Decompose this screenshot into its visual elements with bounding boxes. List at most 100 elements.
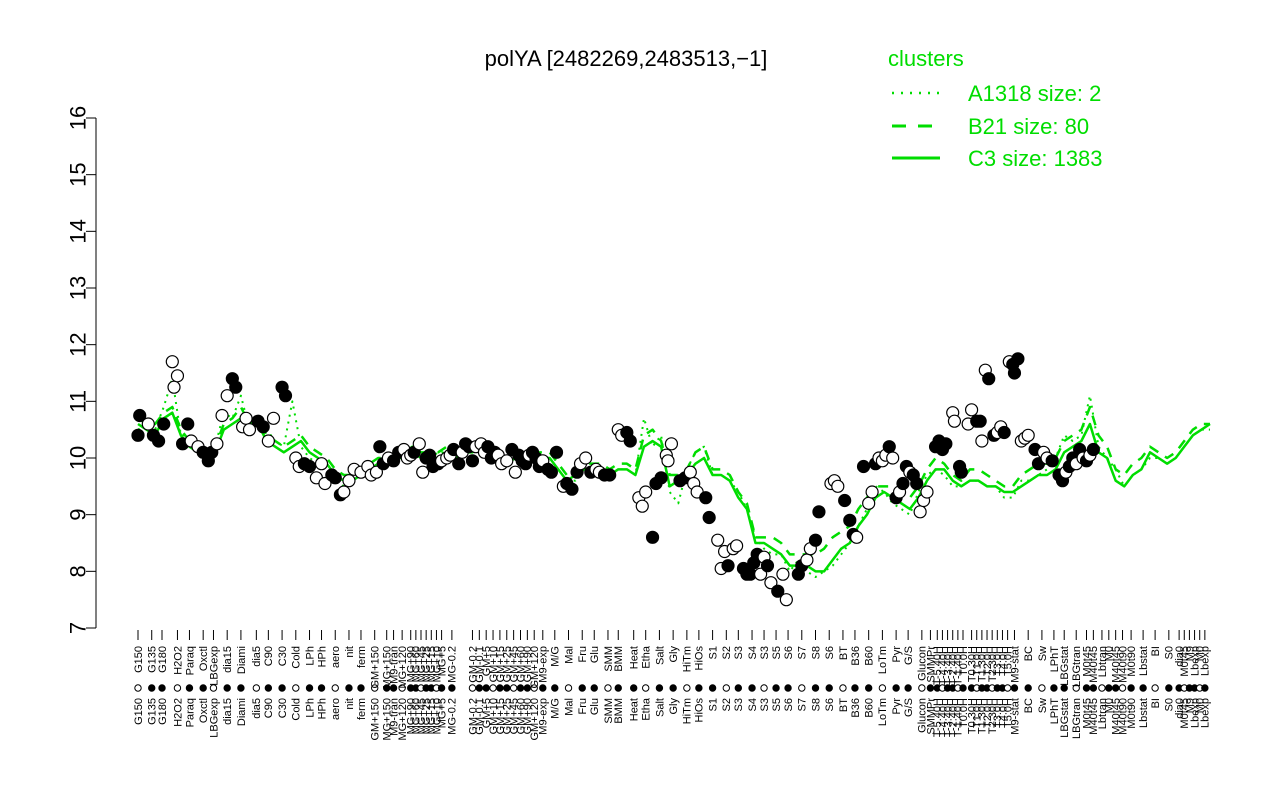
x-tick-label: M0 <box>1104 646 1116 661</box>
x-tick-label-lower: M0 <box>1104 698 1116 713</box>
x-tick-label: Glu <box>589 646 601 663</box>
x-tick-label-lower: MG+25 <box>421 698 433 734</box>
x-marker-dot <box>614 684 622 692</box>
data-point <box>220 389 234 403</box>
x-tick-label-lower: S8 <box>810 698 822 711</box>
x-tick-label-lower: dia15 <box>222 698 234 725</box>
x-marker-dot <box>1060 684 1068 692</box>
x-marker-dot <box>185 684 194 692</box>
x-tick-label: GM-0.2 <box>467 646 479 683</box>
x-tick-label-lower: MG+60 <box>411 698 423 734</box>
x-tick-label: S6 <box>783 646 795 659</box>
x-marker-dot <box>772 684 780 692</box>
x-tick-label-lower: LBGstat <box>1059 698 1071 738</box>
x-tick-label: M9-exp <box>538 646 550 683</box>
x-tick-label: S0 <box>1164 646 1176 659</box>
x-tick-label: Paraq <box>184 646 196 675</box>
x-tick-label-lower: LPh <box>304 698 316 718</box>
x-tick-label-lower: M/G <box>550 698 562 719</box>
x-marker-dot <box>370 684 379 692</box>
x-tick-label: HiTm <box>682 646 694 672</box>
x-marker-dot <box>237 684 245 692</box>
x-tick-label-lower: BI <box>1150 698 1162 708</box>
x-tick-label-lower: MG+5 <box>436 698 448 728</box>
x-tick-label: Pyr <box>891 646 903 663</box>
data-point <box>997 425 1011 440</box>
x-tick-label: M0t45 <box>1081 646 1093 677</box>
x-marker-dot <box>578 684 586 692</box>
x-marker-dot <box>683 684 691 692</box>
x-tick-label: GM+120 <box>529 646 541 689</box>
data-point <box>242 423 257 437</box>
data-point <box>639 485 653 499</box>
x-marker-dot <box>641 684 650 692</box>
data-point <box>808 533 823 547</box>
x-tick-label: dia5 <box>251 646 263 667</box>
x-tick-label: M40t90 <box>1117 646 1129 683</box>
x-tick-label: T1.30H <box>977 646 989 682</box>
data-point <box>954 465 968 479</box>
x-tick-label-lower: M0t90 <box>1126 698 1138 729</box>
data-point <box>603 468 617 482</box>
data-point <box>508 465 522 479</box>
x-tick-label-lower: T1.30H <box>977 698 989 734</box>
x-tick-label: MG+15 <box>426 646 438 682</box>
x-tick-label-lower: Salt <box>654 698 666 717</box>
data-point <box>843 513 857 527</box>
x-tick-label-lower: G180 <box>157 698 169 725</box>
y-tick-label: 13 <box>66 276 91 300</box>
x-tick-label: Gly <box>668 646 680 663</box>
data-point <box>721 559 735 573</box>
x-marker-dot <box>468 684 477 692</box>
data-point <box>133 408 147 423</box>
x-tick-label-lower: M0t45 <box>1179 698 1191 729</box>
x-marker-dot <box>669 684 677 692</box>
series-line-solid <box>137 411 1211 573</box>
x-marker-dot <box>604 684 612 692</box>
x-tick-label-lower: B36 <box>850 698 862 718</box>
x-tick-label-lower: T-1.40H <box>953 698 965 737</box>
x-tick-label: C30 <box>277 646 289 666</box>
x-tick-label: Mal <box>563 646 575 664</box>
y-tick-label: 7 <box>66 622 91 634</box>
x-tick-label: GM+10 <box>488 646 500 682</box>
data-point <box>730 539 744 553</box>
data-point <box>342 474 356 488</box>
x-tick-label-lower: nit <box>344 698 356 710</box>
y-tick-label: 15 <box>66 162 91 186</box>
x-tick-label: dia0 <box>1174 646 1186 667</box>
x-tick-label: GM+60 <box>515 646 527 682</box>
x-marker-dot <box>437 684 446 692</box>
x-tick-label-lower: GM+90 <box>522 698 534 734</box>
x-marker-dot <box>1072 684 1080 692</box>
x-tick-label-lower: S2 <box>721 698 733 711</box>
x-tick-label-lower: T-5.40H <box>932 698 944 737</box>
data-point <box>831 479 845 493</box>
x-marker-dot <box>292 684 300 692</box>
x-tick-label: B60 <box>864 646 876 666</box>
data-point <box>337 485 351 499</box>
x-marker-dot <box>482 684 490 692</box>
x-tick-label: Oxctl <box>198 646 210 671</box>
x-marker-dot <box>564 684 573 692</box>
x-tick-label: ferm <box>356 646 368 668</box>
x-tick-label: BMM <box>613 646 625 672</box>
x-tick-label-lower: B60 <box>864 698 876 718</box>
x-tick-label: S2 <box>721 646 733 659</box>
x-tick-label-lower: LBGtran <box>1071 698 1083 739</box>
x-tick-label: MG-0.2 <box>447 646 459 683</box>
data-point <box>865 485 879 499</box>
x-tick-label-lower: MG+120 <box>397 698 409 741</box>
x-tick-label-lower: C30 <box>277 698 289 718</box>
x-tick-label: T-2.40H <box>948 646 960 685</box>
x-marker-dot <box>1003 684 1012 692</box>
x-tick-label-lower: M0t45 <box>1081 698 1093 729</box>
x-tick-label-lower: S5 <box>771 698 783 711</box>
x-marker-dot <box>708 684 717 692</box>
x-tick-label: nit <box>344 646 356 658</box>
x-tick-label-lower: Heat <box>629 698 641 721</box>
x-marker-dot <box>1105 684 1113 692</box>
y-tick-label: 16 <box>66 106 91 130</box>
series-line-dotted <box>137 377 1210 578</box>
x-tick-label: T-4.40H <box>937 646 949 685</box>
